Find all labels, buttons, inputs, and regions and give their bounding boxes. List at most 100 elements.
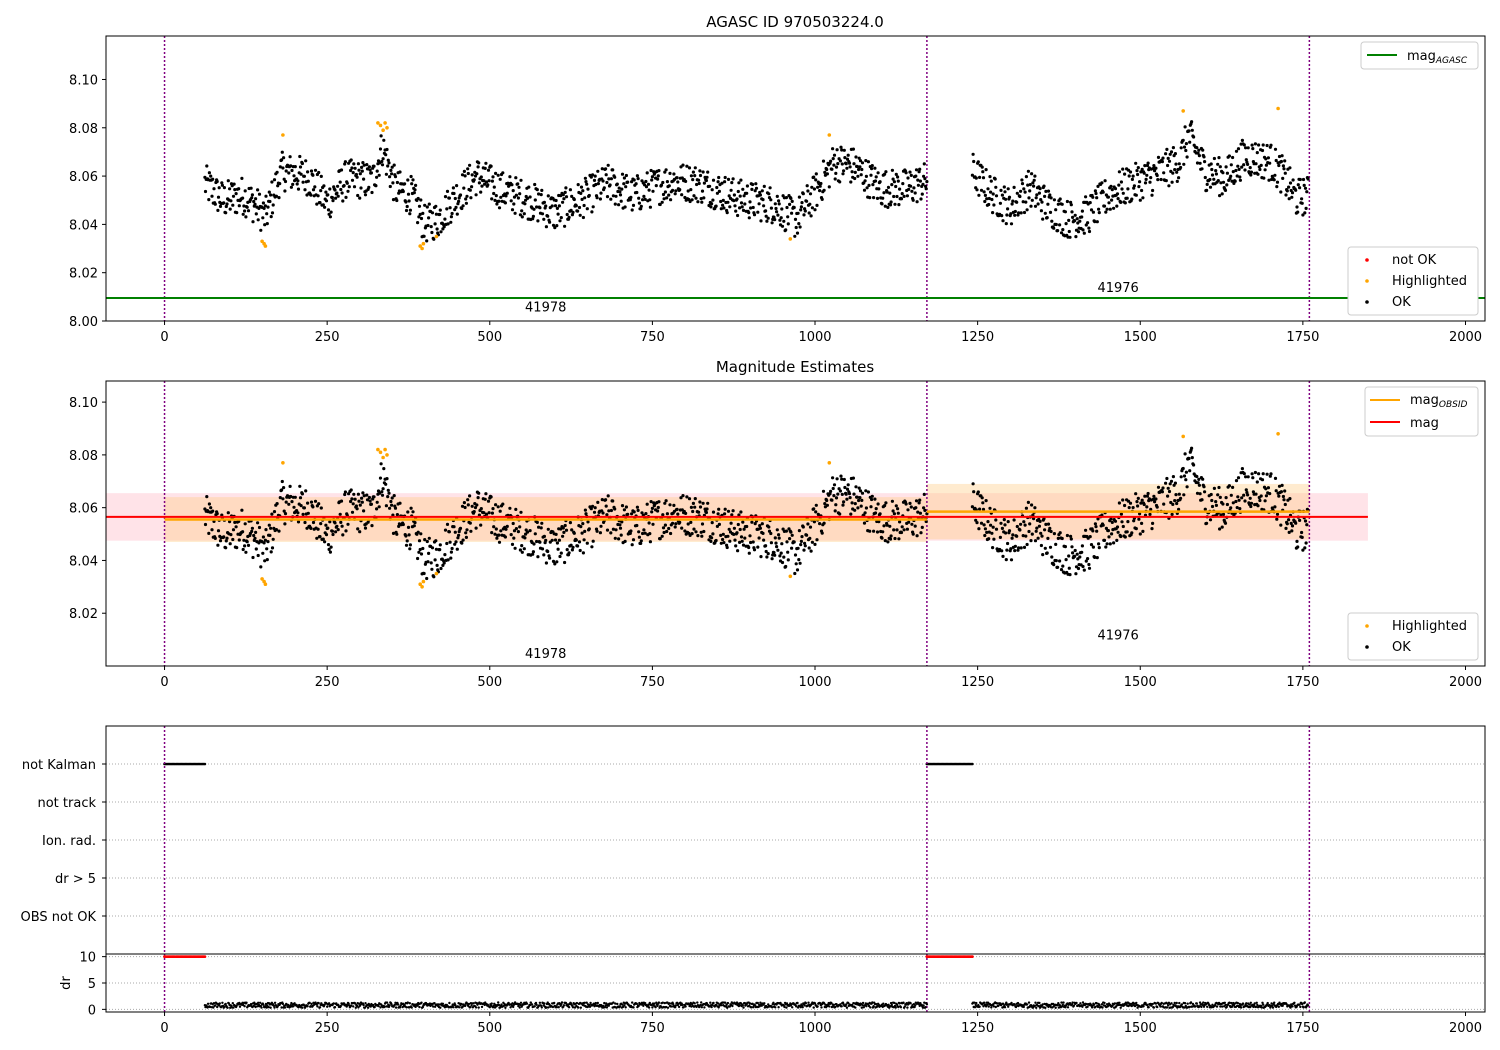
ok-point <box>263 538 267 542</box>
ok-point <box>899 197 904 201</box>
ok-point <box>604 498 608 502</box>
dr-point <box>280 1006 283 1009</box>
dr-point <box>1135 1001 1138 1005</box>
ok-point <box>522 212 526 216</box>
dr-point <box>383 1005 386 1009</box>
dr-point <box>474 1006 478 1009</box>
ok-point <box>1135 500 1139 504</box>
ok-point <box>410 182 414 186</box>
ok-point <box>1166 494 1170 498</box>
ok-point <box>1190 446 1194 450</box>
ok-point <box>857 498 861 503</box>
ok-point <box>593 174 597 178</box>
dr-point <box>218 1002 221 1005</box>
ok-point <box>1249 501 1254 505</box>
ok-point <box>721 537 725 542</box>
ok-point <box>840 492 844 496</box>
ok-point <box>1244 475 1248 479</box>
ok-point <box>561 526 565 530</box>
ok-point <box>479 190 483 194</box>
dr-point <box>712 1001 715 1005</box>
ok-point <box>474 193 478 197</box>
ok-point <box>391 513 395 517</box>
ok-point <box>548 556 552 560</box>
ok-point <box>232 182 236 186</box>
ok-point <box>466 171 470 176</box>
ok-point <box>1089 208 1094 212</box>
dr-point <box>618 1005 622 1008</box>
ok-point <box>398 501 402 505</box>
ok-point <box>1149 507 1153 511</box>
dr-point <box>612 1001 615 1004</box>
ok-point <box>1117 170 1121 174</box>
ok-point <box>341 533 345 537</box>
ok-point <box>812 175 816 179</box>
ok-point <box>1073 213 1077 217</box>
ok-point <box>883 504 887 508</box>
ok-point <box>1060 536 1064 541</box>
ok-point <box>675 176 679 180</box>
ok-point <box>226 179 230 183</box>
ok-point <box>256 218 260 222</box>
ok-point <box>1067 566 1071 570</box>
ok-point <box>1217 156 1221 160</box>
ok-point <box>1303 186 1308 190</box>
ok-point <box>717 189 722 193</box>
ok-point <box>757 536 761 540</box>
ok-point <box>216 208 220 212</box>
ok-point <box>689 174 694 178</box>
ok-point <box>743 202 747 206</box>
ok-point <box>925 512 929 516</box>
highlighted-point <box>420 585 424 589</box>
ok-point <box>908 501 912 505</box>
ok-point <box>1011 199 1015 203</box>
ok-point <box>1238 507 1242 511</box>
dr-point <box>785 1006 788 1009</box>
ok-point <box>278 182 282 186</box>
ok-point <box>890 168 895 172</box>
ok-point <box>237 204 241 208</box>
ok-point <box>624 185 628 189</box>
ok-point <box>986 520 990 524</box>
ok-point <box>624 173 629 178</box>
ok-point <box>602 186 606 190</box>
dr-point <box>432 1005 435 1008</box>
ok-point <box>1023 190 1027 194</box>
ok-point <box>753 522 757 526</box>
ok-point <box>709 205 713 209</box>
ok-point <box>1130 197 1134 201</box>
ok-point <box>845 166 849 170</box>
ok-point <box>1188 469 1192 473</box>
ok-point <box>1169 479 1174 483</box>
ok-point <box>384 153 388 157</box>
ok-point <box>1020 182 1025 186</box>
ok-point <box>664 168 668 172</box>
ok-point <box>788 537 792 541</box>
ok-point <box>1244 488 1248 492</box>
ok-point <box>1149 176 1153 180</box>
dr-point <box>216 1005 219 1009</box>
ok-point <box>637 201 642 205</box>
ok-point <box>528 529 532 533</box>
ok-point <box>453 530 457 534</box>
ok-point <box>349 158 353 162</box>
ok-point <box>319 522 323 526</box>
ok-point <box>687 497 692 501</box>
ok-point <box>367 165 371 169</box>
ok-point <box>977 527 981 531</box>
ok-point <box>475 172 479 176</box>
ok-point <box>254 212 258 216</box>
ok-point <box>1005 213 1009 217</box>
ok-point <box>449 220 453 224</box>
dr-clipped-point <box>203 955 207 959</box>
ok-point <box>1201 148 1205 152</box>
ok-point <box>765 219 769 223</box>
ok-point <box>1197 483 1201 487</box>
ok-point <box>611 194 616 198</box>
ok-point <box>341 199 345 203</box>
dr-point <box>1198 1005 1201 1008</box>
ok-point <box>643 197 647 201</box>
dr-point <box>364 1002 367 1005</box>
ok-point <box>1280 154 1284 158</box>
ok-point <box>1304 206 1308 210</box>
